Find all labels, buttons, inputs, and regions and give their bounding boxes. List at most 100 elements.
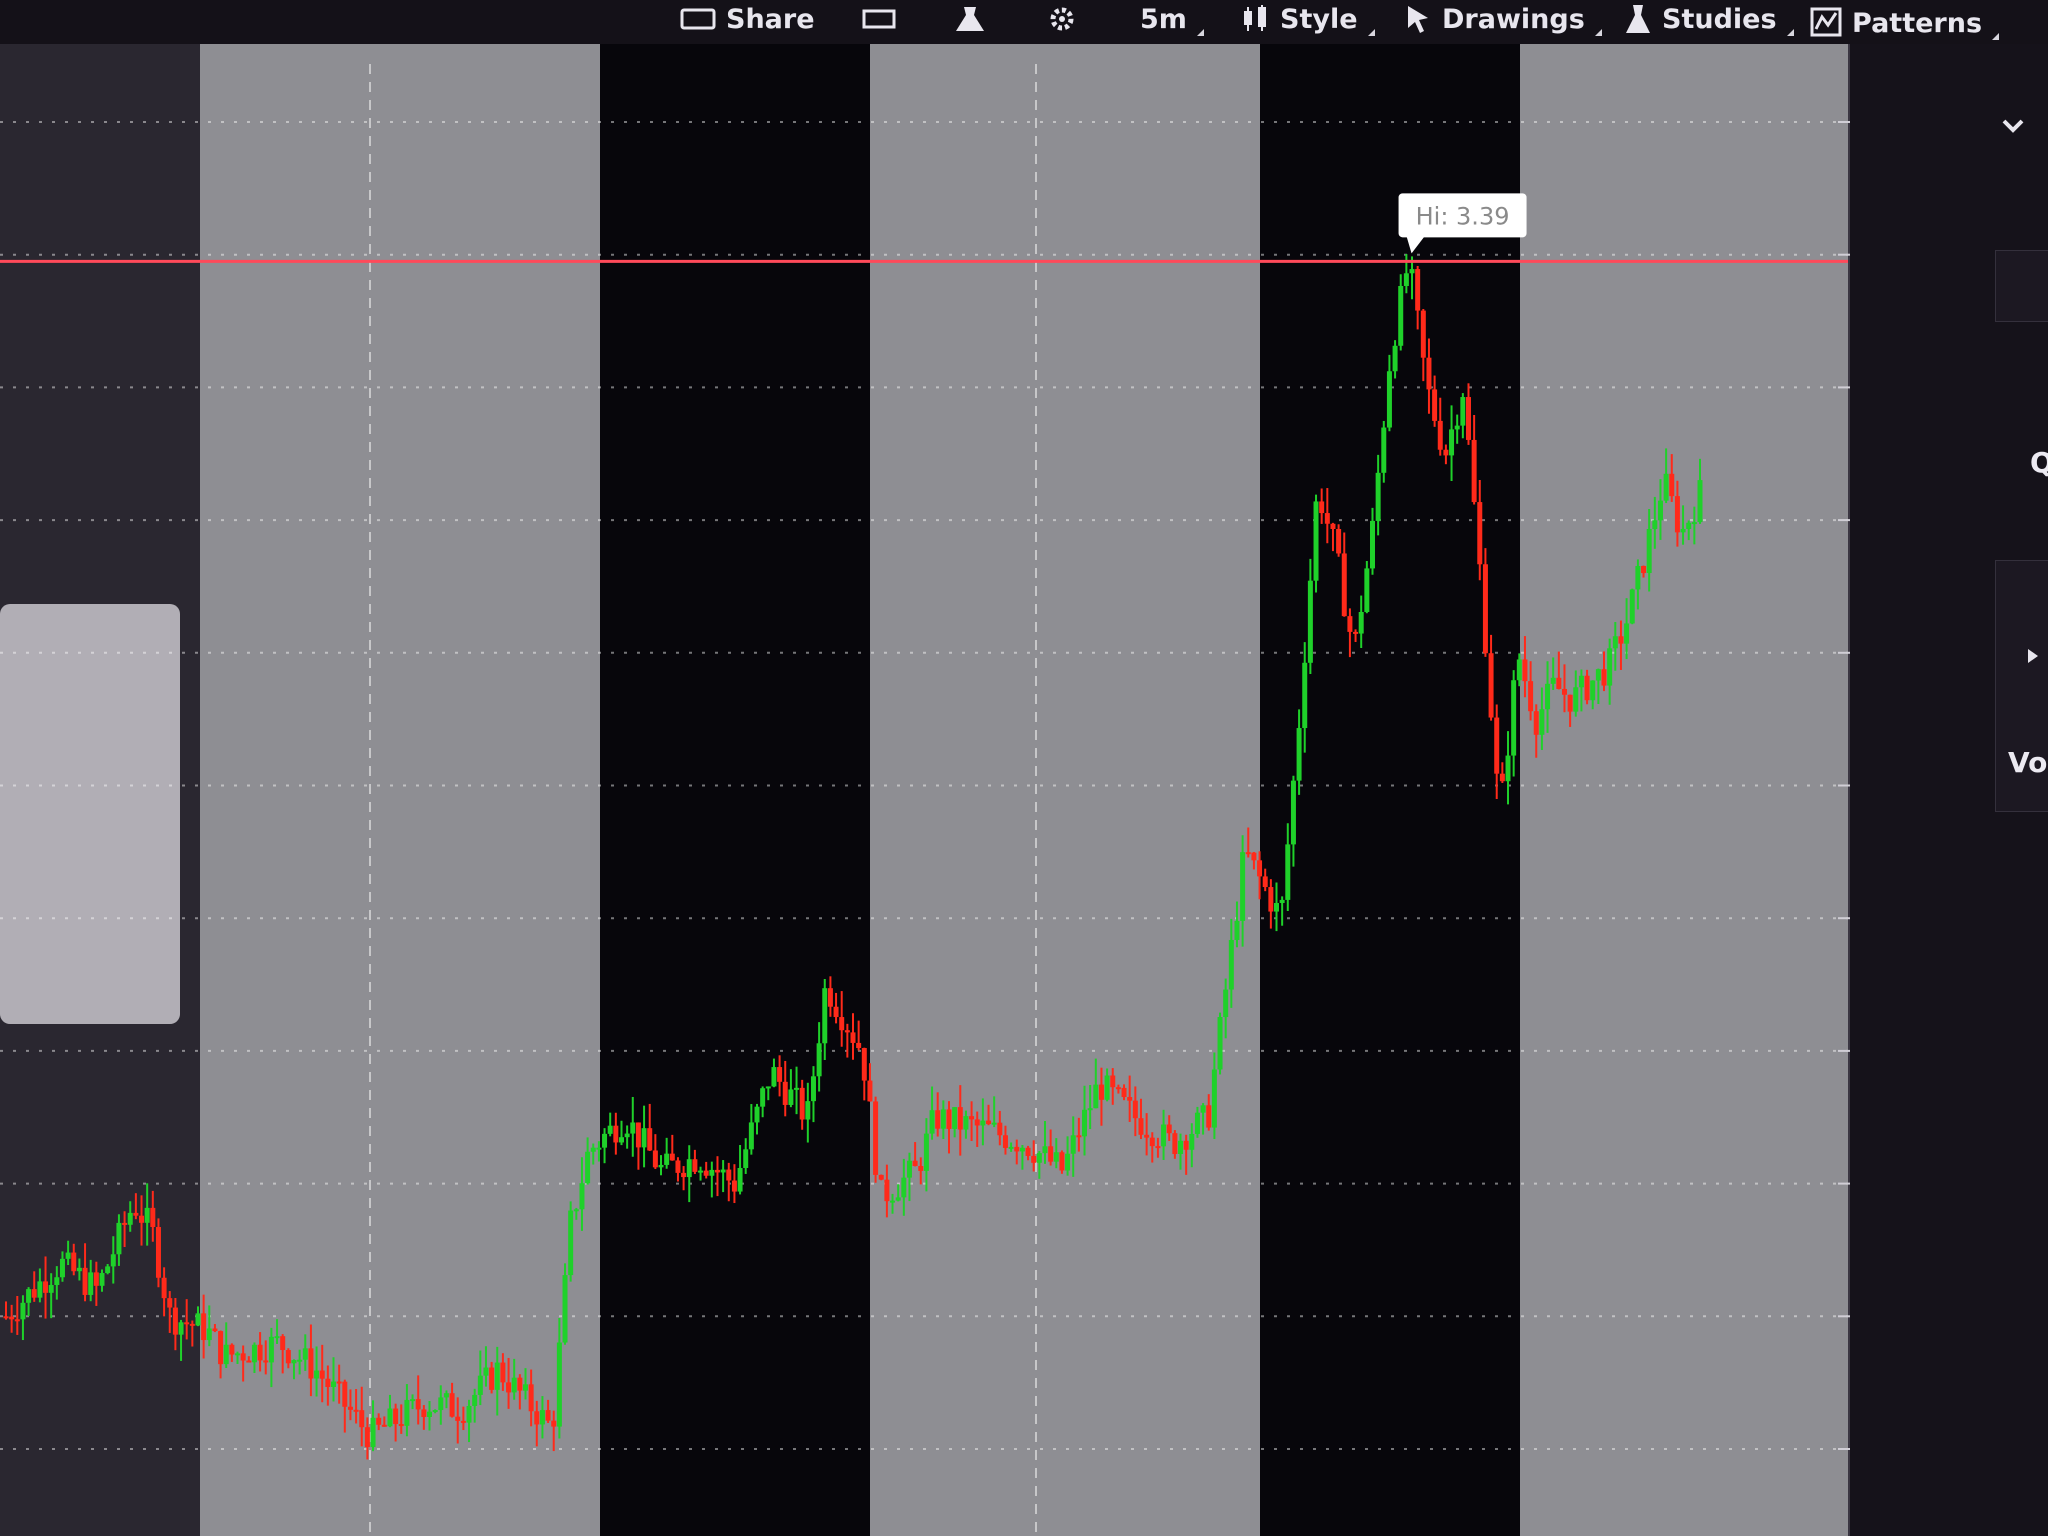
candle-body [122, 1222, 128, 1225]
candle-body [3, 1316, 9, 1319]
candle-body [155, 1227, 161, 1278]
candle-body [805, 1101, 811, 1120]
candle-body [539, 1410, 545, 1425]
candle-body [14, 1319, 20, 1322]
side-panel-section[interactable] [1995, 560, 2048, 812]
candle-body [1449, 429, 1455, 456]
candle-body [443, 1393, 449, 1398]
candle-body [765, 1086, 771, 1089]
toolbar-patterns[interactable]: Patterns [1810, 6, 2000, 40]
candle-body [1505, 755, 1511, 782]
candle-body [675, 1160, 681, 1173]
flask-icon [956, 7, 984, 31]
candle-body [1053, 1152, 1059, 1162]
dropdown-corner-icon [1594, 29, 1602, 36]
candle-body [1302, 662, 1308, 729]
candle-body [347, 1406, 353, 1410]
candle-body [43, 1281, 49, 1293]
candle-body [1115, 1087, 1121, 1090]
candle-body [1697, 480, 1703, 523]
candle-body [630, 1122, 636, 1134]
candle-body [1144, 1134, 1150, 1138]
candle-body [26, 1289, 32, 1303]
candle-body [935, 1110, 941, 1129]
candle-body [1454, 425, 1460, 430]
candle-body [884, 1179, 890, 1202]
candle-body [1415, 269, 1421, 311]
candle-body [285, 1350, 291, 1364]
toolbar-flask[interactable] [952, 2, 988, 36]
timeframe-label: 5m [1140, 3, 1187, 35]
candle-body [189, 1323, 195, 1326]
candle-body [1629, 589, 1635, 624]
candle-body [460, 1420, 466, 1423]
dropdown-corner-icon [1786, 29, 1794, 36]
candle-body [760, 1088, 766, 1107]
candle-body [1420, 310, 1426, 358]
candle-body [1019, 1147, 1025, 1152]
toolbar-screenshot[interactable] [862, 2, 898, 36]
candle-body [404, 1399, 410, 1426]
candle-body [387, 1408, 393, 1427]
candle-body [963, 1116, 969, 1130]
candle-body [76, 1267, 82, 1272]
toolbar-style[interactable]: Style [1240, 2, 1375, 36]
candle-body [545, 1410, 551, 1421]
candle-body [1595, 669, 1601, 681]
side-panel-button[interactable] [1995, 250, 2048, 322]
candle-body [1025, 1147, 1031, 1156]
candle-body [1245, 852, 1251, 855]
candle-body [206, 1328, 212, 1341]
candle-body [500, 1362, 506, 1383]
patterns-label: Patterns [1852, 7, 1983, 39]
candle-body [1437, 420, 1443, 450]
candle-body [686, 1159, 692, 1178]
candle-body [641, 1128, 647, 1148]
candle-body [912, 1160, 918, 1167]
toolbar-drawings[interactable]: Drawings [1404, 2, 1602, 36]
candle-body [438, 1397, 444, 1411]
toolbar-timeframe[interactable]: 5m [1140, 2, 1204, 36]
candle-body [906, 1160, 912, 1178]
candle-body [1110, 1075, 1116, 1088]
candle-body [48, 1285, 54, 1293]
candle-body [754, 1106, 760, 1123]
candle-body [929, 1110, 935, 1134]
candle-body [596, 1147, 602, 1150]
candle-body [940, 1109, 946, 1129]
session-band [600, 44, 870, 1536]
toolbar-studies[interactable]: Studies [1622, 2, 1794, 36]
candle-body [251, 1344, 257, 1363]
candle-body [274, 1336, 280, 1339]
candle-body [585, 1151, 591, 1184]
candle-body [1652, 520, 1658, 529]
candle-body [1494, 717, 1500, 774]
candle-body [771, 1067, 777, 1087]
chevron-down-icon[interactable] [2000, 116, 2026, 136]
chart-canvas[interactable]: Hi: 3.39 3.63.43.232.82.62.42.221.81.63.… [0, 44, 1850, 1536]
candle-body [613, 1125, 619, 1143]
candle-body [799, 1087, 805, 1120]
candle-body [1663, 473, 1669, 501]
candle-body [1330, 523, 1336, 530]
candle-body [1262, 876, 1268, 888]
candle-body [1561, 688, 1567, 695]
price-chart[interactable]: Hi: 3.39 3.63.43.232.82.62.42.221.81.63.… [0, 44, 1850, 1536]
candle-body [1031, 1155, 1037, 1163]
candle-body [788, 1089, 794, 1105]
toolbar-settings[interactable] [1044, 2, 1080, 36]
candle-body [827, 988, 833, 1007]
candle-body [506, 1382, 512, 1393]
candle-body [1669, 473, 1675, 497]
price-axis-border [1848, 44, 1850, 1536]
candle-body [1223, 989, 1229, 1018]
candle-body [669, 1153, 675, 1161]
candle-body [1002, 1135, 1008, 1148]
candle-body [986, 1120, 992, 1125]
candle-body [449, 1393, 455, 1417]
candle-body [664, 1153, 670, 1165]
candle-body [223, 1344, 229, 1365]
play-icon[interactable] [2026, 647, 2040, 665]
candle-body [1228, 939, 1234, 990]
toolbar-share[interactable]: Share [680, 2, 815, 36]
